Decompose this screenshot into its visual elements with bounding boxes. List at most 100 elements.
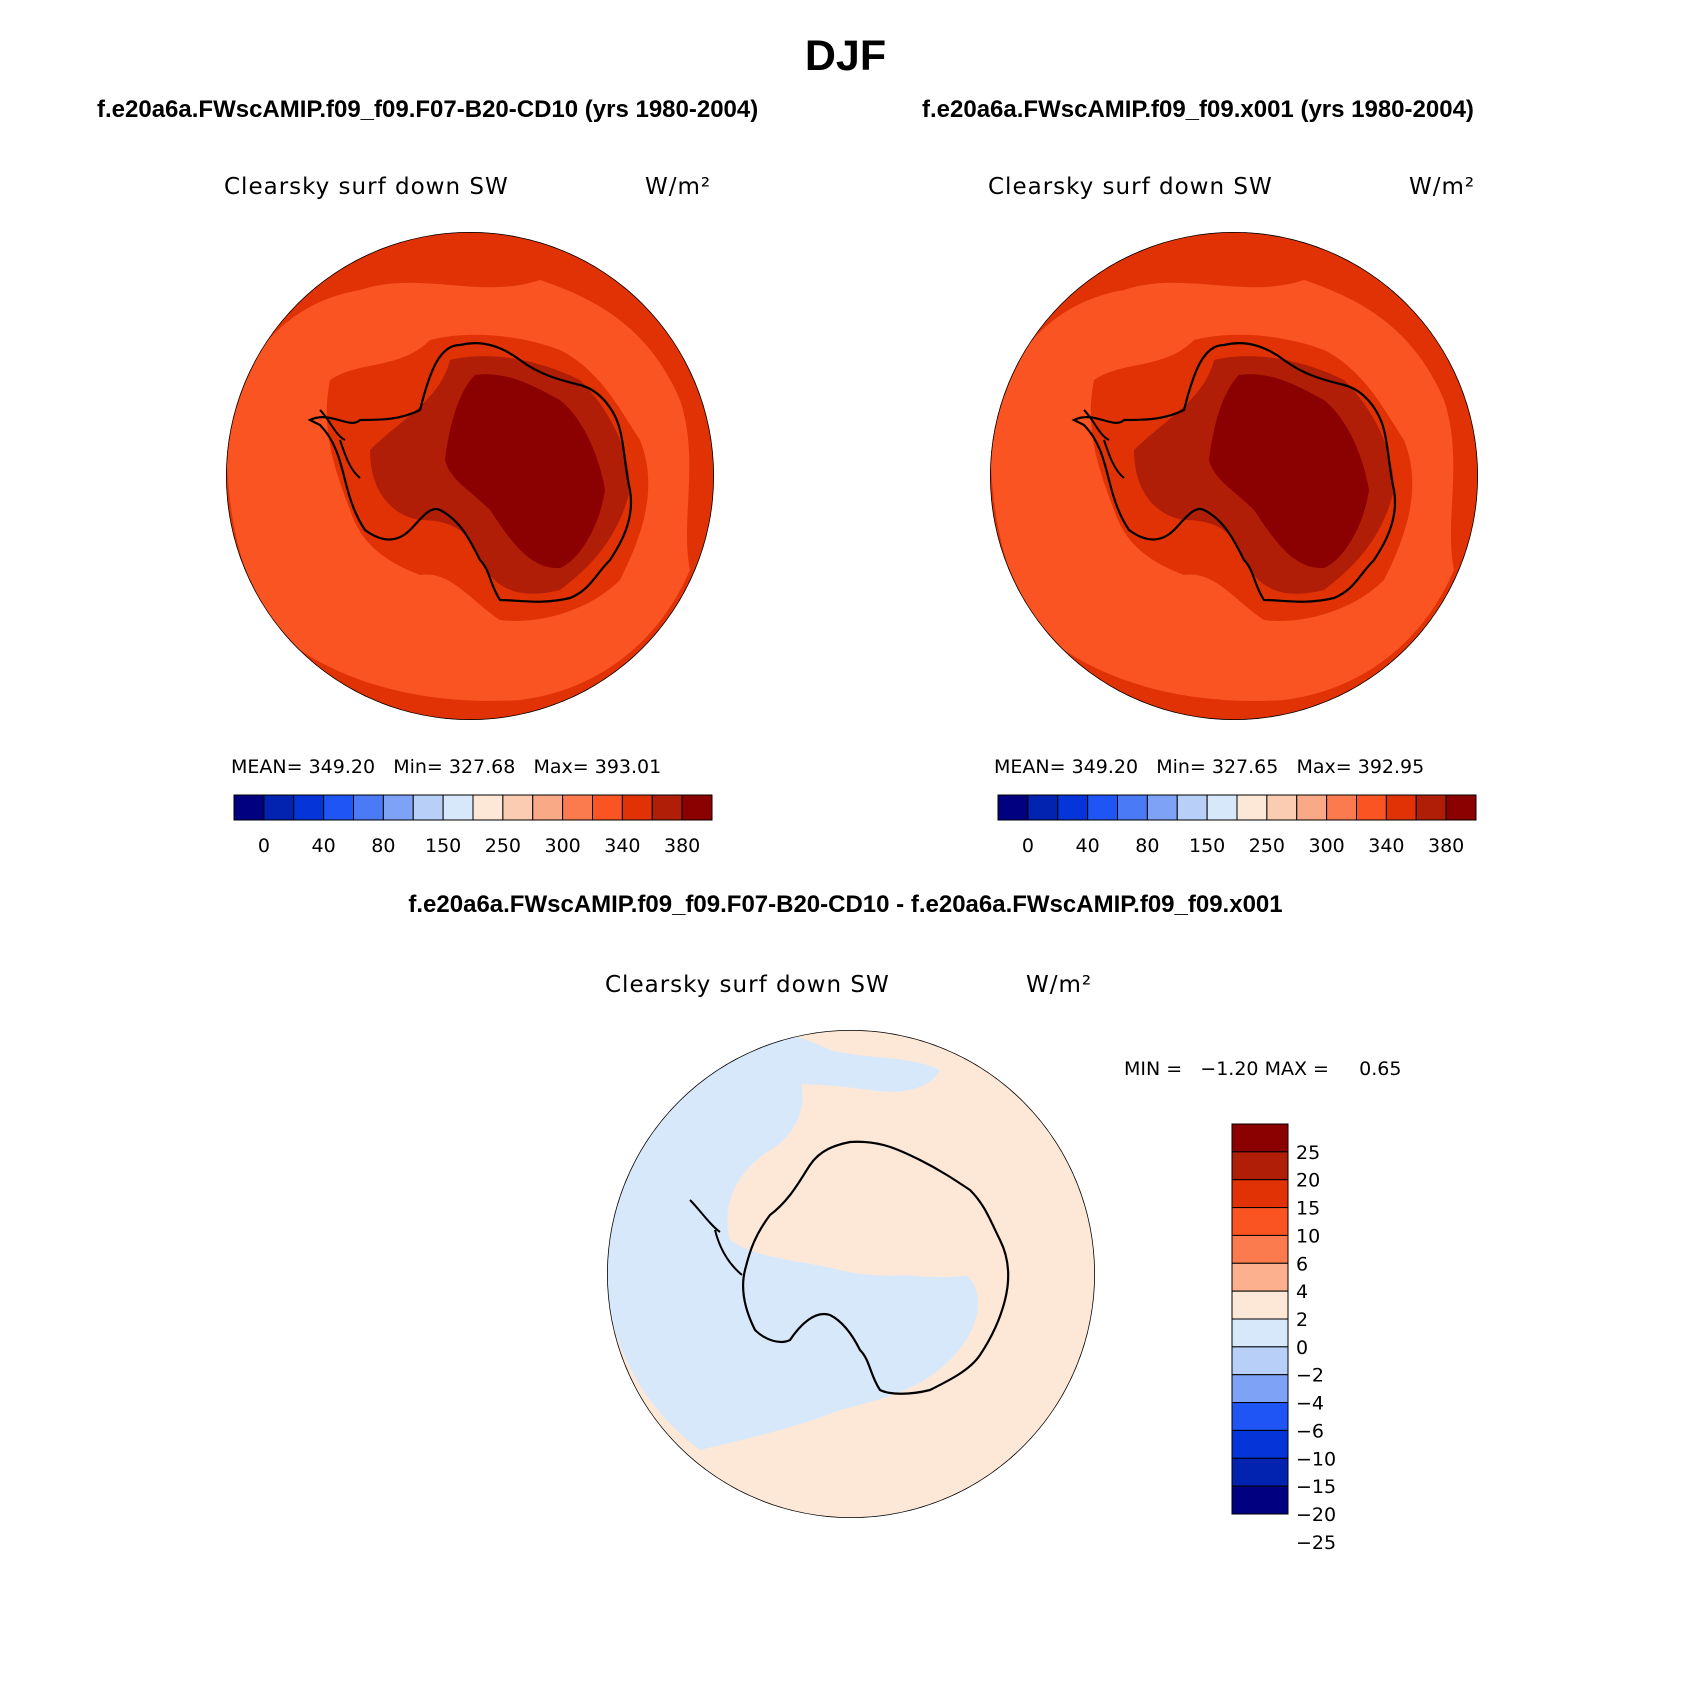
panel-1-colorbar-swatch [532,794,564,821]
diff-colorbar-tick-label: −4 [1296,1393,1324,1415]
panel-1-colorbar-swatch [382,794,414,821]
diff-colorbar-tick-label: 10 [1296,1225,1320,1247]
panel-2-max-value: 392.95 [1357,756,1425,778]
panel-2-colorbar-swatch [1057,794,1089,821]
diff-colorbar-swatch [1231,1179,1289,1209]
panel-1-max-label: Max= [533,756,589,778]
diff-colorbar-swatch [1231,1151,1289,1181]
panel-1-colorbar: 0 40 80 150 250 300 340 380 [233,794,713,857]
panel-1-colorbar-swatch [472,794,504,821]
panel-2-colorbar-swatch [1146,794,1178,821]
diff-colorbar-tick-label: 4 [1296,1281,1308,1303]
panel-2-colorbar-tick-label: 40 [1076,835,1100,857]
panel-2-colorbar-swatch [997,794,1029,821]
panel-1-colorbar-swatch [442,794,474,821]
diff-colorbar-tick-label: −20 [1296,1504,1336,1526]
panel-2-units-label: W/m² [1409,174,1476,200]
diff-variable-label: Clearsky surf down SW [605,972,890,998]
panel-2-colorbar-tick-label: 380 [1428,835,1464,857]
panel-1-colorbar-tick-label: 250 [485,835,521,857]
panel-2-case-title: f.e20a6a.FWscAMIP.f09_f09.x001 (yrs 1980… [922,96,1474,123]
panel-1-colorbar-swatch [353,794,384,821]
panel-1-mean-value: 349.20 [308,756,376,778]
diff-colorbar-tick-label: −15 [1296,1476,1336,1498]
panel-1-max-value: 393.01 [594,756,662,778]
panel-2-colorbar-swatch [1176,794,1208,821]
panel-2-colorbar-swatch [1117,794,1148,821]
diff-colorbar-swatch [1231,1290,1289,1320]
diff-colorbar-swatch [1231,1485,1289,1515]
panel-1-colorbar-swatch [323,794,354,821]
panel-2-colorbar-swatch [1266,794,1298,821]
panel-2-colorbar-tick-label: 340 [1368,835,1404,857]
panel-2-variable-label: Clearsky surf down SW [988,174,1273,200]
diff-negative-region-west [607,1056,978,1450]
panel-2-interior [1209,374,1369,569]
panel-2-colorbar-tick-label: 150 [1189,835,1225,857]
diff-max-label: MAX = [1264,1058,1329,1080]
diff-colorbar-tick-label: −6 [1296,1420,1324,1442]
panel-2-colorbar-swatch [1326,794,1357,821]
diff-colorbar-swatch [1231,1234,1289,1264]
diff-colorbar-tick-label: 0 [1296,1337,1308,1359]
panel-1-colorbar-tick-label: 0 [258,835,270,857]
panel-2-colorbar-tick-label: 250 [1249,835,1285,857]
panel-1-colorbar-tick-label: 40 [312,835,336,857]
panel-2-colorbar-swatch [1087,794,1118,821]
panel-1-units-label: W/m² [645,174,712,200]
difference-title: f.e20a6a.FWscAMIP.f09_f09.F07-B20-CD10 -… [408,891,1283,918]
panel-1-peninsula [319,409,361,479]
diff-colorbar-swatch [1231,1262,1289,1292]
panel-2-colorbar-swatch [1027,794,1059,821]
diff-colorbar-tick-label: 25 [1296,1142,1320,1164]
diff-colorbar-swatch [1231,1346,1289,1376]
panel-1-colorbar-swatch [412,794,444,821]
panel-1-mean-label: MEAN= [231,756,303,778]
diff-map [607,1030,1095,1518]
panel-1-interior [445,374,605,569]
diff-peninsula [689,1199,743,1276]
panel-2-colorbar: 0 40 80 150 250 300 340 380 [997,794,1477,857]
diff-colorbar-tick-label: −2 [1296,1365,1324,1387]
panel-1-colorbar-swatch [592,794,623,821]
diff-positive-interior [821,1188,971,1278]
diff-colorbar-swatch [1231,1429,1289,1459]
panel-2-mean-value: 349.20 [1071,756,1139,778]
diff-min-label: MIN = [1124,1058,1183,1080]
panel-1-colorbar-tick-label: 150 [425,835,461,857]
panel-1-colorbar-swatch [681,794,713,821]
panel-2-colorbar-swatch [1445,794,1477,821]
panel-1-colorbar-tick-label: 300 [544,835,580,857]
panel-1-colorbar-swatch [562,794,593,821]
panel-2-min-label: Min= [1156,756,1206,778]
diff-colorbar-tick-label: 2 [1296,1309,1308,1331]
diff-colorbar-swatch [1231,1318,1289,1348]
panel-1-colorbar-swatch [651,794,683,821]
panel-2-coastline [1071,342,1397,603]
diff-colorbar-tick-label: 15 [1296,1198,1320,1220]
panel-1-colorbar-tick-label: 340 [604,835,640,857]
diff-coastline [741,1140,1010,1395]
panel-2-mean-label: MEAN= [994,756,1066,778]
panel-1-coastline [307,342,633,603]
diff-colorbar-tick-label: 20 [1296,1170,1320,1192]
panel-2-colorbar-tick-label: 0 [1022,835,1034,857]
panel-2-max-label: Max= [1296,756,1352,778]
diff-colorbar-tick-label: −10 [1296,1448,1336,1470]
panel-1-colorbar-swatch [293,794,325,821]
diff-colorbar-swatch [1231,1207,1289,1236]
diff-stats: MIN = −1.20 MAX = 0.65 [1124,1058,1401,1080]
panel-1-map [226,232,714,720]
panel-1-stats: MEAN= 349.20 Min= 327.68 Max= 393.01 [231,756,661,778]
panel-1-colorbar-swatch [263,794,295,821]
panel-1-colorbar-swatch [233,794,265,821]
figure-title: DJF [804,32,887,80]
panel-1-min-value: 327.68 [448,756,516,778]
diff-max-value: 0.65 [1359,1058,1402,1080]
panel-2-stats: MEAN= 349.20 Min= 327.65 Max= 392.95 [994,756,1424,778]
panel-2-colorbar-swatch [1385,794,1417,821]
panel-2-colorbar-swatch [1206,794,1238,821]
diff-colorbar-swatch [1231,1123,1289,1153]
